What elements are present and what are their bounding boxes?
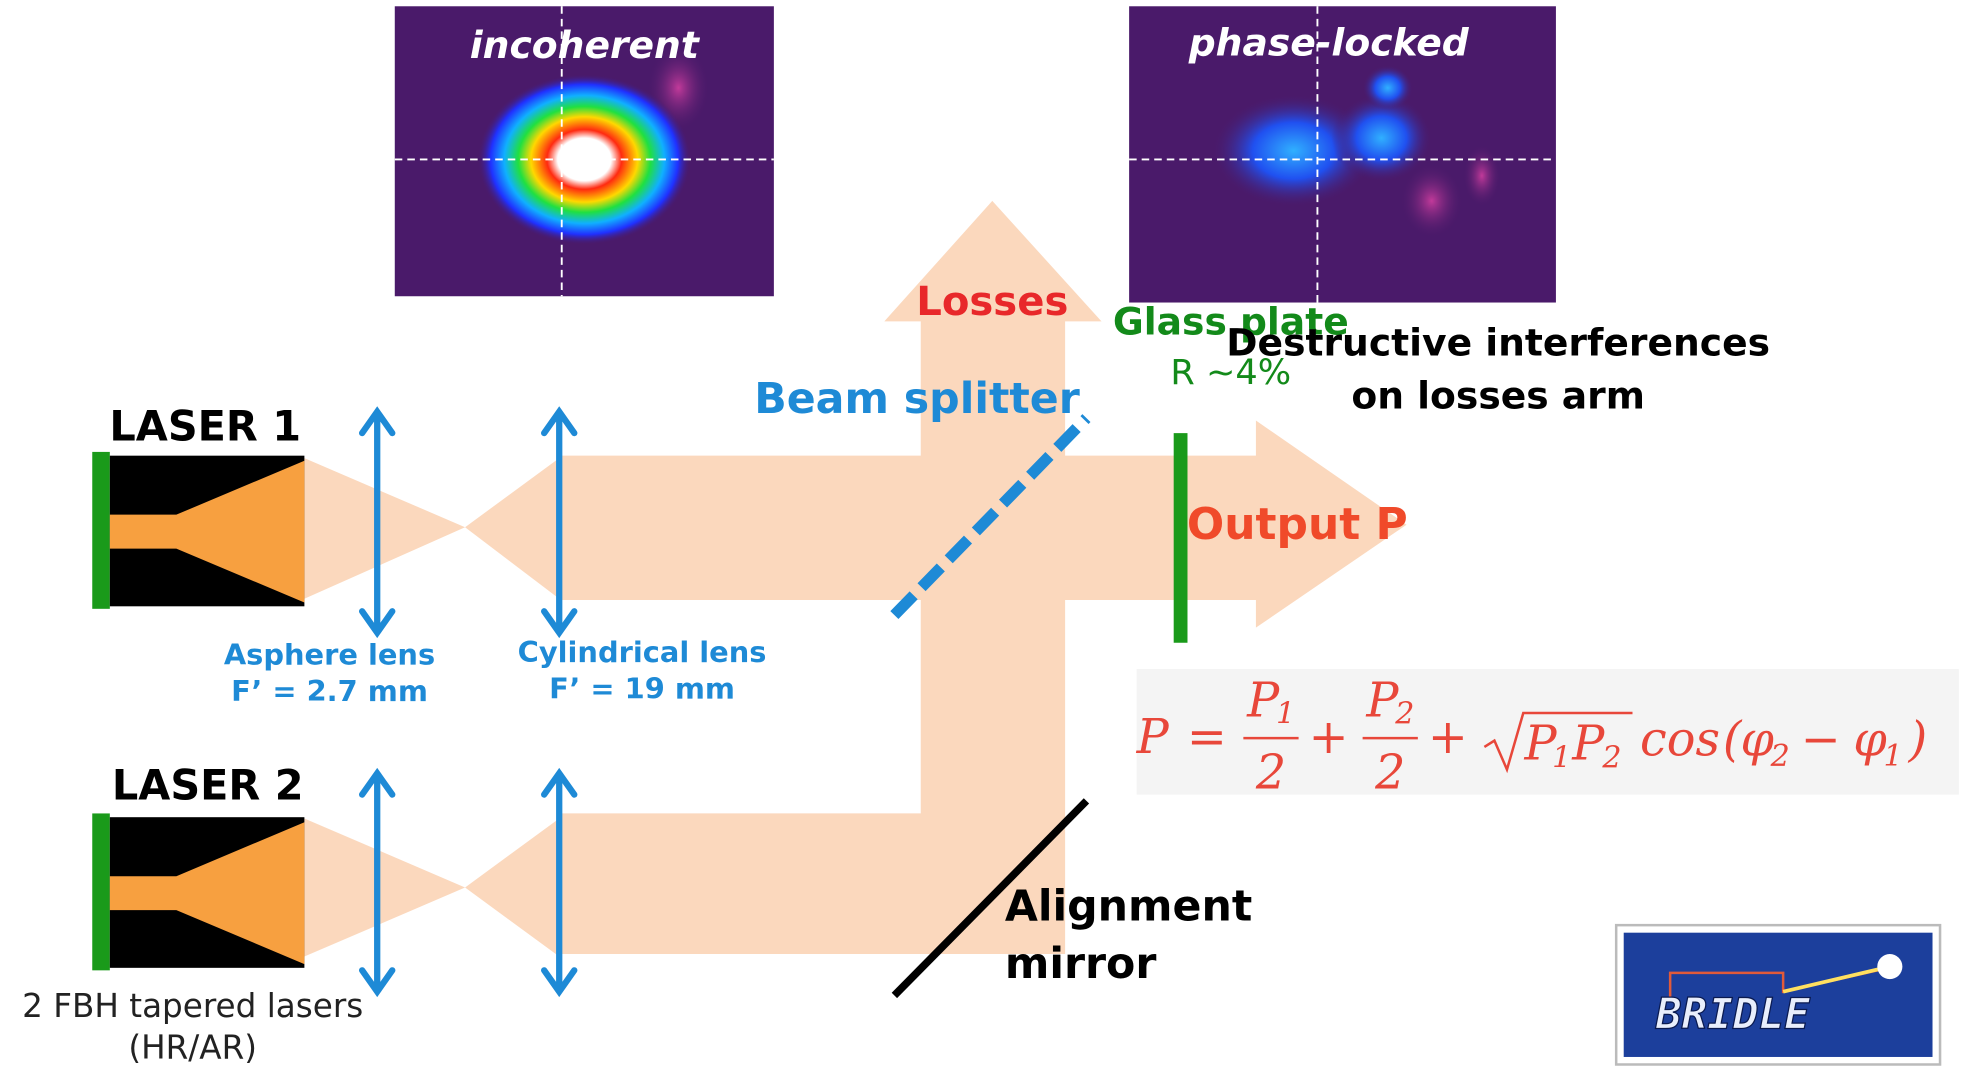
- note: Destructive interferences: [1226, 321, 1770, 365]
- formula-part: P: [1524, 716, 1558, 771]
- formula-part: 2: [1374, 745, 1405, 800]
- mirror-label: mirror: [1005, 939, 1157, 989]
- phase-locked-image: phase-locked: [1129, 6, 1556, 303]
- laser-1: [92, 451, 305, 609]
- formula-part: 1: [1276, 697, 1295, 732]
- laser-label: LASER 1: [109, 402, 301, 450]
- lens-label: Asphere lens: [224, 638, 435, 672]
- formula-part: 1: [1884, 739, 1903, 774]
- image-title: incoherent: [470, 23, 701, 67]
- beam-splitter: [890, 414, 1091, 620]
- output-label: Output P: [1187, 499, 1408, 550]
- formula-part: P: [1571, 716, 1605, 771]
- formula-part: +: [1428, 710, 1468, 765]
- alignment-mirror: [891, 798, 1090, 999]
- formula-part: −: [1801, 713, 1841, 768]
- formula: P = P 1 2 + P 2 2 + P 1 P 2 cos ( φ 2 − …: [1136, 669, 1959, 800]
- caption: 2 FBH tapered lasers: [22, 987, 363, 1025]
- glass-plate-label: Glass plate: [1113, 299, 1349, 343]
- formula-part: φ: [1853, 713, 1887, 768]
- formula-part: P: [1365, 674, 1399, 729]
- formula-part: 2: [1770, 739, 1790, 774]
- lens-label: Cylindrical lens: [518, 635, 767, 669]
- formula-part: (: [1723, 713, 1743, 768]
- incoherent-image: incoherent: [394, 6, 774, 297]
- caption: (HR/AR): [128, 1028, 257, 1066]
- formula-part: +: [1309, 710, 1349, 765]
- formula-part: 2: [1394, 697, 1414, 732]
- logo-text: BRIDLE: [1655, 989, 1811, 1039]
- formula-part: φ: [1740, 713, 1774, 768]
- formula-part: =: [1187, 710, 1227, 765]
- laser-label: LASER 2: [112, 761, 304, 809]
- formula-part: cos: [1640, 713, 1720, 768]
- lens-label: F’ = 2.7 mm: [231, 674, 428, 708]
- formula-part: 1: [1552, 740, 1571, 775]
- formula-part: P: [1136, 710, 1170, 765]
- formula-part: 2: [1601, 740, 1621, 775]
- laser-2: [92, 813, 305, 971]
- losses-label: Losses: [916, 279, 1068, 325]
- lens-label: F’ = 19 mm: [549, 671, 735, 705]
- beams: [304, 200, 1407, 957]
- reflectance-label: R ~4%: [1170, 352, 1291, 393]
- formula-part: 2: [1255, 745, 1286, 800]
- beam-splitter-label: Beam splitter: [754, 374, 1080, 424]
- mirror-label: Alignment: [1005, 881, 1252, 931]
- note: on losses arm: [1351, 373, 1645, 417]
- image-title: phase-locked: [1188, 21, 1470, 65]
- logo: BRIDLE: [1614, 923, 1942, 1066]
- lenses: [359, 406, 578, 998]
- formula-part: P: [1246, 674, 1280, 729]
- formula-part: ): [1908, 713, 1928, 768]
